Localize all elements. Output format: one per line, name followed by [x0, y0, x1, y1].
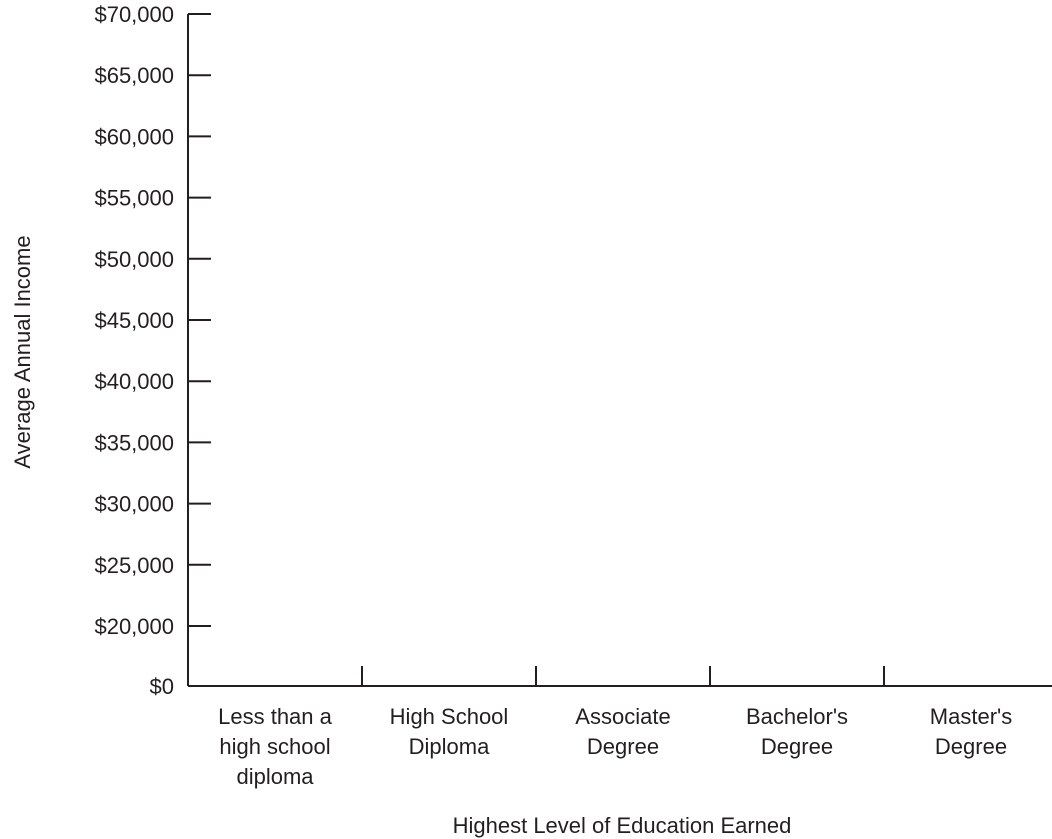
y-tick-label: $30,000	[94, 492, 174, 517]
y-tick-label: $20,000	[94, 614, 174, 639]
x-tick-label: High School Diploma	[390, 704, 509, 759]
y-axis: $0 $20,000 $25,000 $30,000 $35,000 $40,000 $45…	[10, 2, 211, 699]
y-tick-label: $45,000	[94, 308, 174, 333]
y-axis-label: Average Annual Income	[10, 235, 35, 468]
y-tick-label: $40,000	[94, 369, 174, 394]
y-tick-group: $0 $20,000 $25,000 $30,000 $35,000 $40,000 $45…	[94, 2, 211, 699]
y-tick-label: $0	[150, 674, 174, 699]
x-tick-label: Associate Degree	[575, 704, 670, 759]
x-tick-group	[361, 666, 885, 686]
x-axis-label: Highest Level of Education Earned	[453, 813, 792, 838]
x-tick-label: Master's Degree	[930, 704, 1012, 759]
y-tick-label: $35,000	[94, 430, 174, 455]
y-tick-label: $55,000	[94, 186, 174, 211]
x-axis: Less than a high school diploma High School…	[188, 666, 1052, 838]
y-tick-label: $60,000	[94, 124, 174, 149]
x-tick-label: Bachelor's Degree	[746, 704, 848, 759]
y-tick-label: $25,000	[94, 553, 174, 578]
x-tick-label: Less than a high school diploma	[218, 704, 333, 789]
y-tick-label: $50,000	[94, 247, 174, 272]
y-tick-label: $65,000	[94, 63, 174, 88]
y-tick-label: $70,000	[94, 2, 174, 27]
x-tick-label-group: Less than a high school diploma High School…	[218, 704, 1012, 789]
